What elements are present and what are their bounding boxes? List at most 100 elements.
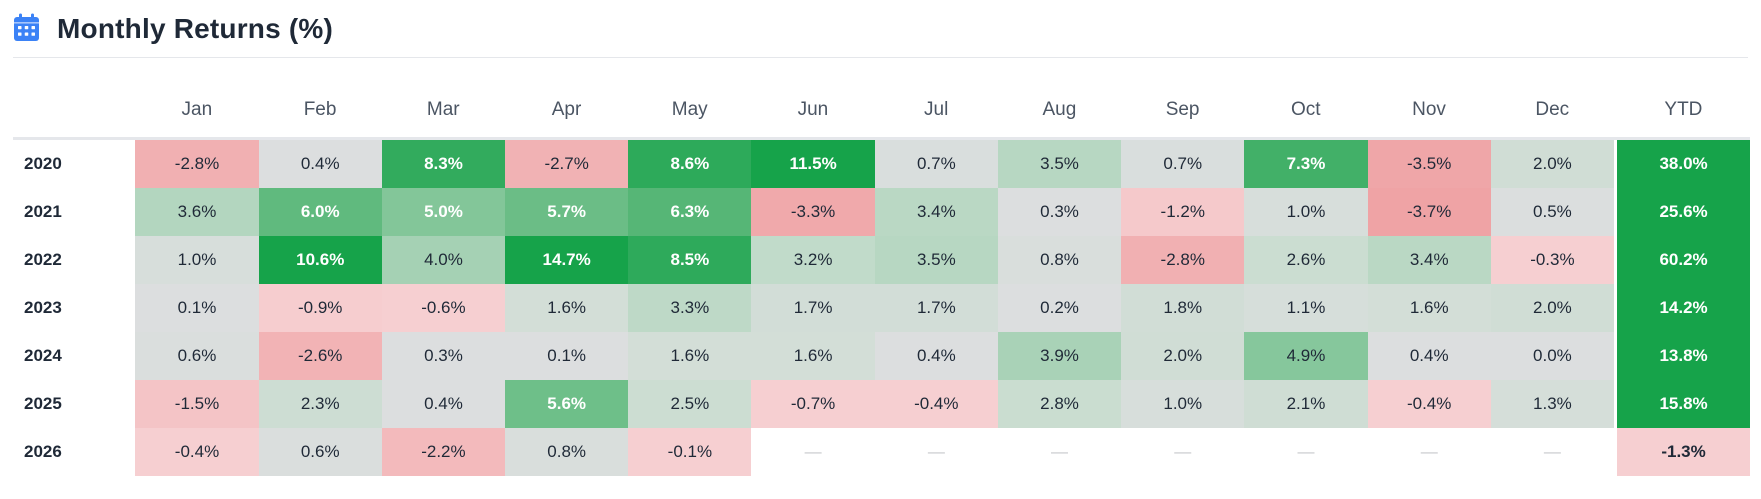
heatmap-cell-2024-oct: 4.9% [1244, 332, 1368, 380]
heatmap-cell-2020-sep: 0.7% [1121, 140, 1245, 188]
heatmap-cell-2024-apr: 0.1% [505, 332, 629, 380]
heatmap-cell-2021-aug: 0.3% [997, 188, 1122, 236]
ytd-cell-2023: 14.2% [1617, 284, 1751, 332]
column-header-dec: Dec [1535, 98, 1570, 120]
ytd-cell-2021: 25.6% [1617, 188, 1751, 236]
ytd-cell-2022: 60.2% [1617, 236, 1751, 284]
heatmap-cell-2022-oct: 2.6% [1244, 236, 1368, 284]
heatmap-cell-2020-aug: 3.5% [997, 140, 1122, 188]
heatmap-cell-2023-jul: 1.7% [874, 284, 998, 332]
heatmap-cell-empty: — [1490, 428, 1615, 476]
heatmap-cell-empty: — [997, 428, 1122, 476]
heatmap-cell-2021-dec: 0.5% [1490, 188, 1615, 236]
heatmap-cell-2024-may: 1.6% [628, 332, 752, 380]
year-label: 2022 [24, 250, 62, 269]
heatmap-cell-2025-jun: -0.7% [751, 380, 875, 428]
year-label: 2023 [24, 298, 62, 317]
column-header-apr: Apr [551, 98, 582, 120]
heatmap-cell-2022-mar: 4.0% [381, 236, 506, 284]
year-label: 2025 [24, 394, 62, 413]
heatmap-cell-2024-feb: -2.6% [258, 332, 382, 380]
heatmap-cell-2022-aug: 0.8% [997, 236, 1122, 284]
heatmap-cell-2022-nov: 3.4% [1367, 236, 1491, 284]
heatmap-cell-2026-jan: -0.4% [135, 428, 259, 476]
heatmap-cell-2024-dec: 0.0% [1490, 332, 1615, 380]
heatmap-cell-empty: — [1367, 428, 1491, 476]
heatmap-cell-2021-oct: 1.0% [1244, 188, 1368, 236]
heatmap-cell-empty: — [751, 428, 875, 476]
heatmap-cell-2024-jun: 1.6% [751, 332, 875, 380]
heatmap-cell-2020-jul: 0.7% [874, 140, 998, 188]
heatmap-cell-2024-mar: 0.3% [381, 332, 506, 380]
heatmap-cell-2020-may: 8.6% [628, 140, 752, 188]
heatmap-cell-2023-jun: 1.7% [751, 284, 875, 332]
heatmap-cell-2021-apr: 5.7% [505, 188, 629, 236]
heatmap-cell-empty: — [1121, 428, 1245, 476]
heatmap-cell-2025-mar: 0.4% [381, 380, 506, 428]
heatmap-cell-2026-may: -0.1% [628, 428, 752, 476]
column-header-aug: Aug [1042, 98, 1077, 120]
column-header-ytd: YTD [1664, 98, 1703, 120]
calendar-icon [13, 13, 40, 42]
column-header-jun: Jun [797, 98, 829, 120]
heatmap-body: 2020 -2.8% 0.4% 8.3% -2.7% 8.6% 11.5% 0.7% 3.5% 0… [13, 140, 1751, 476]
heatmap-cell-2023-dec: 2.0% [1490, 284, 1615, 332]
ytd-cell-2025: 15.8% [1617, 380, 1751, 428]
heatmap-row-2023: 2023 0.1% -0.9% -0.6% 1.6% 3.3% 1.7% 1.7% 0.2% 1.… [13, 284, 1751, 332]
heatmap-cell-2025-sep: 1.0% [1121, 380, 1245, 428]
heatmap-cell-2024-sep: 2.0% [1121, 332, 1245, 380]
heatmap-cell-2021-jan: 3.6% [135, 188, 259, 236]
heatmap-cell-2025-dec: 1.3% [1490, 380, 1615, 428]
heatmap-cell-2021-jul: 3.4% [874, 188, 998, 236]
heatmap-cell-2023-nov: 1.6% [1367, 284, 1491, 332]
heatmap-row-2024: 2024 0.6% -2.6% 0.3% 0.1% 1.6% 1.6% 0.4% 3.9% 2.0… [13, 332, 1751, 380]
heatmap-cell-2021-jun: -3.3% [751, 188, 875, 236]
column-header-jul: Jul [924, 98, 949, 120]
heatmap-cell-2023-apr: 1.6% [505, 284, 629, 332]
year-label: 2020 [24, 154, 62, 173]
column-header-sep: Sep [1165, 98, 1200, 120]
page-title: Monthly Returns (%) [57, 12, 334, 44]
heatmap-row-2026: 2026 -0.4% 0.6% -2.2% 0.8% -0.1% — — — — — — — -1.3% [13, 428, 1751, 476]
heatmap-cell-2023-feb: -0.9% [258, 284, 382, 332]
heatmap-cell-2020-oct: 7.3% [1244, 140, 1368, 188]
heatmap-cell-2024-jul: 0.4% [874, 332, 998, 380]
heatmap-cell-2022-apr: 14.7% [505, 236, 629, 284]
heatmap-cell-2023-sep: 1.8% [1121, 284, 1245, 332]
heatmap-cell-2025-jan: -1.5% [135, 380, 259, 428]
heatmap-cell-2020-apr: -2.7% [505, 140, 629, 188]
heatmap-cell-2021-sep: -1.2% [1121, 188, 1245, 236]
heatmap-cell-2026-feb: 0.6% [258, 428, 382, 476]
heatmap-row-2022: 2022 1.0% 10.6% 4.0% 14.7% 8.5% 3.2% 3.5% 0.8% -2… [13, 236, 1751, 284]
year-label: 2021 [24, 202, 62, 221]
heatmap-row-2021: 2021 3.6% 6.0% 5.0% 5.7% 6.3% -3.3% 3.4% 0.3% -1.… [13, 188, 1751, 236]
year-label: 2026 [24, 442, 62, 461]
heatmap-cell-2025-jul: -0.4% [874, 380, 998, 428]
heatmap-row-2025: 2025 -1.5% 2.3% 0.4% 5.6% 2.5% -0.7% -0.4% 2.8% 1… [13, 380, 1751, 428]
heatmap-cell-2022-may: 8.5% [628, 236, 752, 284]
heatmap-cell-2020-mar: 8.3% [381, 140, 506, 188]
ytd-cell-2026: -1.3% [1617, 428, 1751, 476]
column-header-row: Jan Feb Mar Apr May Jun Jul Aug Sep Oct Nov Dec YTD [13, 82, 1750, 140]
heatmap-cell-2022-jun: 3.2% [751, 236, 875, 284]
heatmap-cell-2020-jan: -2.8% [135, 140, 259, 188]
panel-header: Monthly Returns (%) [13, 0, 1748, 58]
heatmap-cell-2025-apr: 5.6% [505, 380, 629, 428]
heatmap-cell-2025-aug: 2.8% [997, 380, 1122, 428]
heatmap-cell-2022-jan: 1.0% [135, 236, 259, 284]
heatmap-cell-2025-oct: 2.1% [1244, 380, 1368, 428]
heatmap-cell-2023-may: 3.3% [628, 284, 752, 332]
column-header-mar: Mar [426, 98, 460, 120]
column-header-jan: Jan [181, 98, 213, 120]
heatmap-cell-2020-feb: 0.4% [258, 140, 382, 188]
heatmap-cell-empty: — [1244, 428, 1368, 476]
column-header-feb: Feb [303, 98, 337, 120]
heatmap-cell-2023-mar: -0.6% [381, 284, 506, 332]
column-header-may: May [671, 98, 708, 120]
heatmap-cell-2024-aug: 3.9% [997, 332, 1122, 380]
heatmap-cell-2026-apr: 0.8% [505, 428, 629, 476]
heatmap-cell-2025-nov: -0.4% [1367, 380, 1491, 428]
heatmap-cell-2021-may: 6.3% [628, 188, 752, 236]
heatmap-cell-2024-jan: 0.6% [135, 332, 259, 380]
ytd-cell-2024: 13.8% [1617, 332, 1751, 380]
